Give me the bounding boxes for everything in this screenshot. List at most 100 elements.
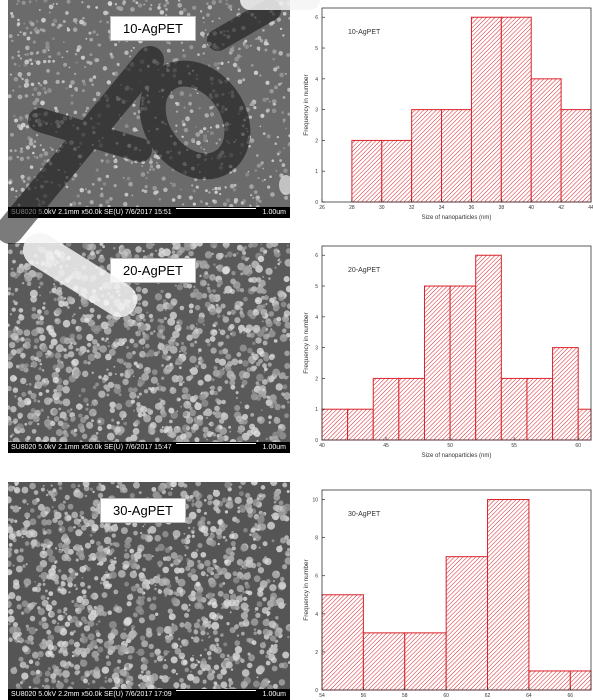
x-axis-label: Size of nanoparticles (nm) — [422, 453, 492, 459]
y-axis-label: Frequency in number — [303, 73, 310, 135]
x-tick-label: 55 — [511, 443, 517, 449]
scale-label: 1.00um — [262, 444, 286, 451]
y-tick-label: 0 — [315, 688, 318, 694]
histogram-bar — [398, 377, 425, 441]
histogram-bar — [577, 408, 592, 441]
inset-label: 20-AgPET — [348, 267, 381, 274]
x-tick-label: 28 — [349, 205, 355, 211]
plot-frame — [321, 245, 592, 441]
scale-ticks — [176, 690, 256, 694]
y-tick-label: 4 — [315, 77, 318, 83]
x-tick-label: 66 — [568, 693, 574, 699]
y-tick-label: 3 — [315, 346, 318, 352]
sem-info-bar: SU8020 5.0kV 2.1mm x50.0k SE(U) 7/6/2017… — [8, 442, 290, 453]
histogram-bar — [560, 109, 592, 203]
y-tick-label: 5 — [315, 284, 318, 290]
sem-info-bar: SU8020 5.0kV 2.2mm x50.0k SE(U) 7/6/2017… — [8, 689, 290, 700]
histogram-bar — [530, 78, 562, 203]
x-tick-label: 36 — [469, 205, 475, 211]
histogram-bar — [552, 347, 579, 441]
histogram-chart-3: 0 2 4 6 8 10 54 56 58 60 62 64 66 Frequency in number… — [300, 482, 593, 700]
histogram-bar — [441, 109, 472, 203]
histogram-bar — [470, 16, 502, 203]
y-axis-label: Frequency in number — [303, 311, 310, 373]
y-tick-label: 8 — [315, 536, 318, 542]
y-tick-label: 3 — [315, 108, 318, 114]
histogram-bar — [404, 632, 447, 691]
sem-label: 30-AgPET — [100, 498, 186, 523]
sem-info-text: SU8020 5.0kV 2.1mm x50.0k SE(U) 7/6/2017… — [11, 209, 172, 216]
y-axis-label: Frequency in number — [303, 558, 310, 620]
x-tick-label: 50 — [447, 443, 453, 449]
sem-image-3: 30-AgPET SU8020 5.0kV 2.2mm x50.0k SE(U)… — [8, 482, 290, 700]
histogram-chart-1: 0 1 2 3 4 5 6 26 28 30 32 34 36 38 40 42 44 Frequency in … — [300, 0, 593, 221]
y-tick-label: 2 — [315, 376, 318, 382]
histogram-bar — [500, 377, 528, 441]
scale-label: 1.00um — [262, 209, 286, 216]
histogram-bar — [372, 377, 400, 441]
histogram-bar — [445, 556, 489, 691]
histogram-bar — [321, 594, 364, 691]
histogram-bar — [487, 499, 530, 691]
histogram-bar — [321, 408, 349, 441]
sem-info-text: SU8020 5.0kV 2.2mm x50.0k SE(U) 7/6/2017… — [11, 691, 172, 698]
histogram-bar — [411, 109, 443, 203]
inset-label: 30-AgPET — [348, 511, 381, 518]
x-tick-label: 40 — [528, 205, 534, 211]
plot-frame — [321, 7, 592, 203]
histogram-bar — [475, 254, 502, 441]
sem-info-bar: SU8020 5.0kV 2.1mm x50.0k SE(U) 7/6/2017… — [8, 207, 290, 218]
y-tick-label: 6 — [315, 574, 318, 580]
x-tick-label: 38 — [499, 205, 505, 211]
histogram-bar — [569, 670, 592, 691]
sem-label: 10-AgPET — [110, 16, 196, 41]
plot-frame — [321, 489, 592, 691]
y-tick-label: 4 — [315, 315, 318, 321]
y-tick-label: 1 — [315, 407, 318, 413]
x-tick-label: 44 — [588, 205, 593, 211]
x-tick-label: 58 — [402, 693, 408, 699]
y-tick-label: 2 — [315, 650, 318, 656]
sem-image-1: 10-AgPET SU8020 5.0kV 2.1mm x50.0k SE(U)… — [8, 0, 290, 218]
y-tick-label: 0 — [315, 200, 318, 206]
x-tick-label: 40 — [319, 443, 325, 449]
histogram-svg: 0 2 4 6 8 10 54 56 58 60 62 64 66 Frequency in number… — [303, 489, 592, 699]
x-tick-label: 42 — [558, 205, 564, 211]
scale-ticks — [176, 208, 256, 212]
histogram-chart-2: 0 1 2 3 4 5 6 40 45 50 55 60 Frequency in number Size… — [300, 238, 593, 459]
histogram-bar — [423, 285, 451, 441]
sem-info-text: SU8020 5.0kV 2.1mm x50.0k SE(U) 7/6/2017… — [11, 444, 172, 451]
histogram-bar — [500, 16, 532, 203]
scale-label: 1.00um — [262, 691, 286, 698]
x-tick-label: 56 — [361, 693, 367, 699]
x-tick-label: 60 — [443, 693, 449, 699]
histogram-bar — [449, 285, 477, 441]
y-tick-label: 6 — [315, 253, 318, 259]
y-tick-label: 2 — [315, 138, 318, 144]
y-tick-label: 0 — [315, 438, 318, 444]
x-tick-label: 60 — [575, 443, 581, 449]
x-tick-label: 30 — [379, 205, 385, 211]
x-tick-label: 62 — [485, 693, 491, 699]
histogram-bar — [381, 139, 413, 203]
histogram-bar — [528, 670, 571, 691]
x-tick-label: 34 — [439, 205, 445, 211]
y-tick-label: 6 — [315, 15, 318, 21]
histogram-bar — [526, 377, 554, 441]
histogram-bar — [362, 632, 406, 691]
x-axis-label: Size of nanoparticles (nm) — [422, 215, 492, 221]
histogram-bar — [347, 408, 374, 441]
x-tick-label: 32 — [409, 205, 415, 211]
inset-label: 10-AgPET — [348, 29, 381, 36]
y-tick-label: 10 — [312, 498, 318, 504]
y-tick-label: 4 — [315, 612, 318, 618]
x-tick-label: 45 — [383, 443, 389, 449]
sem-label: 20-AgPET — [110, 258, 196, 283]
histogram-bar — [351, 139, 383, 203]
y-tick-label: 1 — [315, 169, 318, 175]
x-tick-label: 54 — [319, 693, 325, 699]
y-tick-label: 5 — [315, 46, 318, 52]
scale-ticks — [176, 443, 256, 447]
